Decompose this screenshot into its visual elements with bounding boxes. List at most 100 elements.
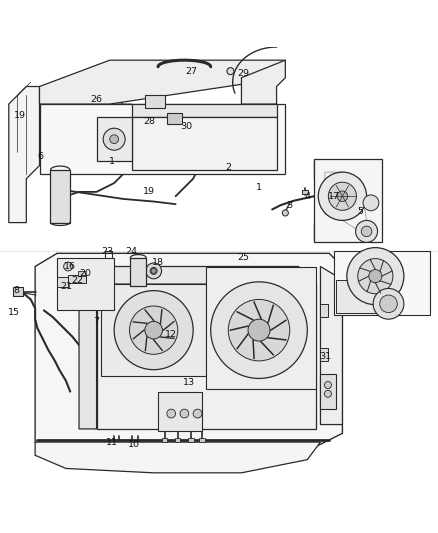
Circle shape [368, 270, 381, 282]
Circle shape [355, 221, 377, 243]
Polygon shape [39, 60, 285, 104]
Polygon shape [206, 266, 315, 390]
Bar [320, 392, 328, 405]
Text: 4: 4 [304, 192, 310, 201]
Circle shape [247, 319, 269, 341]
Polygon shape [241, 60, 285, 104]
Polygon shape [131, 117, 276, 170]
Bar [175, 438, 180, 442]
Text: 28: 28 [143, 117, 155, 126]
Text: 2: 2 [225, 163, 231, 172]
Text: 1: 1 [109, 157, 115, 166]
Text: 15: 15 [8, 308, 20, 317]
Polygon shape [96, 117, 131, 161]
Circle shape [324, 382, 331, 389]
Polygon shape [57, 258, 114, 310]
Polygon shape [39, 104, 285, 174]
Text: 3: 3 [286, 200, 292, 209]
Text: 26: 26 [90, 95, 102, 104]
Bar [162, 438, 167, 442]
Circle shape [64, 262, 72, 271]
Text: 21: 21 [60, 282, 73, 291]
Text: 29: 29 [237, 69, 249, 78]
Polygon shape [79, 266, 96, 429]
Bar [320, 304, 328, 317]
Polygon shape [313, 159, 381, 243]
Circle shape [362, 195, 378, 211]
Bar [188, 438, 193, 442]
Text: 31: 31 [318, 352, 330, 361]
Bar [335, 280, 377, 312]
Text: 11: 11 [106, 439, 118, 448]
Bar [0, 251, 438, 486]
Bar [57, 277, 68, 287]
Circle shape [150, 268, 157, 274]
Circle shape [114, 290, 193, 370]
Bar [199, 438, 204, 442]
Polygon shape [320, 266, 342, 425]
Bar [158, 392, 201, 431]
Polygon shape [131, 104, 276, 117]
Circle shape [129, 306, 177, 354]
Bar [320, 348, 328, 361]
Circle shape [103, 128, 125, 150]
Bar [0, 47, 438, 253]
Circle shape [110, 135, 118, 143]
Text: 19: 19 [143, 188, 155, 196]
Circle shape [228, 300, 289, 361]
Circle shape [151, 268, 156, 273]
Text: 5: 5 [356, 207, 362, 216]
Circle shape [166, 409, 175, 418]
Polygon shape [96, 284, 315, 429]
Polygon shape [35, 442, 320, 473]
Text: 27: 27 [184, 67, 197, 76]
Text: 18: 18 [152, 257, 164, 266]
Bar [166, 113, 182, 124]
Bar [68, 275, 85, 283]
Circle shape [346, 248, 403, 305]
Circle shape [360, 226, 371, 237]
Text: 10: 10 [127, 440, 140, 449]
Text: 20: 20 [79, 270, 92, 278]
Circle shape [357, 259, 392, 294]
Circle shape [180, 409, 188, 418]
Text: 24: 24 [125, 247, 138, 256]
Circle shape [324, 390, 331, 397]
Text: 23: 23 [101, 247, 113, 256]
Polygon shape [35, 253, 342, 451]
Circle shape [372, 288, 403, 319]
Polygon shape [101, 284, 206, 376]
Bar [320, 374, 335, 409]
Text: 16: 16 [64, 262, 76, 271]
Circle shape [328, 182, 356, 211]
Text: 1: 1 [255, 183, 261, 192]
Circle shape [336, 191, 347, 201]
Polygon shape [9, 86, 39, 223]
Text: 12: 12 [165, 330, 177, 339]
Circle shape [282, 210, 288, 216]
Polygon shape [333, 251, 429, 315]
Circle shape [226, 68, 233, 75]
Circle shape [145, 321, 162, 339]
Circle shape [210, 282, 307, 378]
Text: 30: 30 [180, 122, 192, 131]
Text: 22: 22 [71, 276, 83, 285]
Bar [302, 190, 307, 193]
Bar [78, 271, 85, 276]
Text: 7: 7 [93, 317, 99, 326]
Polygon shape [79, 266, 315, 284]
Text: 25: 25 [237, 253, 249, 262]
Text: 17: 17 [327, 192, 339, 201]
Text: 8: 8 [13, 286, 19, 295]
Circle shape [193, 409, 201, 418]
Circle shape [318, 172, 366, 221]
Bar [13, 287, 23, 296]
Text: 13: 13 [182, 378, 194, 387]
Circle shape [145, 263, 161, 279]
Text: 19: 19 [14, 110, 26, 119]
Bar [50, 170, 70, 223]
Text: 6: 6 [37, 152, 43, 161]
Bar [130, 258, 146, 286]
Circle shape [379, 295, 396, 312]
Bar [145, 95, 164, 108]
